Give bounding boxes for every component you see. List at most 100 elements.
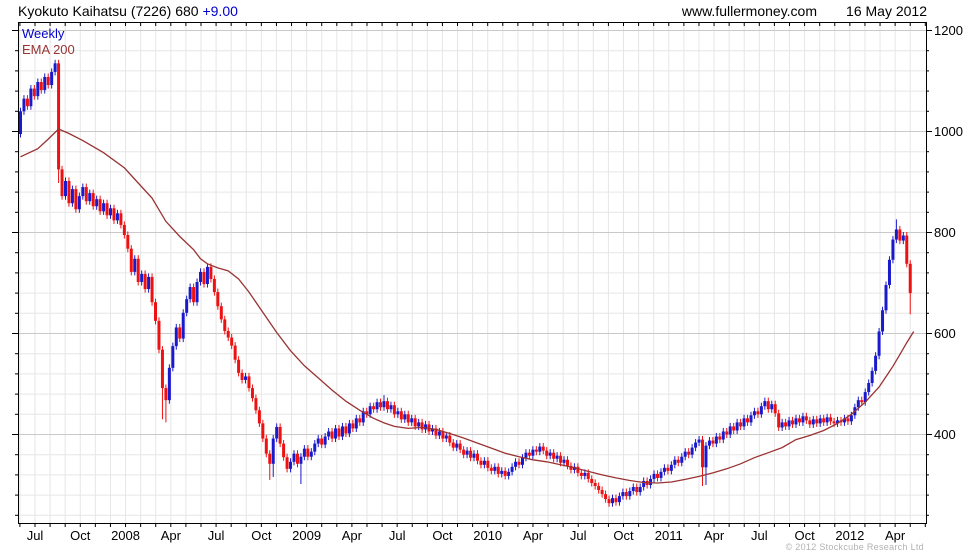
candle bbox=[527, 449, 531, 460]
candle bbox=[565, 456, 569, 470]
candle bbox=[160, 346, 164, 420]
candle bbox=[299, 453, 303, 484]
candle bbox=[29, 85, 33, 110]
candle bbox=[219, 302, 223, 323]
candle bbox=[133, 255, 137, 276]
candle bbox=[19, 107, 22, 138]
candle bbox=[815, 415, 819, 427]
candle bbox=[81, 183, 85, 200]
candle bbox=[375, 398, 379, 413]
candle bbox=[482, 457, 486, 469]
candle bbox=[174, 323, 178, 350]
x-axis-label: Apr bbox=[342, 528, 363, 543]
candle bbox=[887, 256, 891, 289]
x-axis-label: Oct bbox=[613, 528, 634, 543]
candle bbox=[188, 283, 192, 303]
y-axis-label: 600 bbox=[934, 326, 956, 341]
candle bbox=[860, 396, 864, 406]
candle bbox=[649, 475, 653, 489]
candle bbox=[295, 450, 299, 468]
candle bbox=[628, 487, 632, 500]
x-axis-label: Oct bbox=[70, 528, 91, 543]
x-axis-label: Jul bbox=[27, 528, 44, 543]
candle bbox=[680, 453, 684, 467]
candle bbox=[503, 467, 507, 480]
candle bbox=[690, 444, 694, 459]
candle bbox=[181, 309, 185, 343]
candle bbox=[638, 483, 642, 496]
candle bbox=[254, 394, 258, 414]
x-axis-label: Apr bbox=[885, 528, 906, 543]
candle bbox=[337, 424, 341, 441]
y-axis-label: 1200 bbox=[934, 23, 963, 38]
candle bbox=[458, 440, 462, 454]
candle bbox=[898, 225, 902, 245]
candle bbox=[475, 450, 479, 465]
candle bbox=[479, 457, 483, 469]
candle bbox=[662, 464, 666, 476]
candle bbox=[233, 342, 237, 364]
candle bbox=[358, 414, 362, 426]
candle bbox=[797, 414, 801, 426]
candle bbox=[292, 450, 296, 466]
candle bbox=[652, 470, 656, 483]
x-axis-label: Jul bbox=[389, 528, 406, 543]
y-axis-label: 800 bbox=[934, 225, 956, 240]
candle bbox=[434, 424, 438, 440]
candle bbox=[316, 435, 320, 448]
candle bbox=[842, 414, 846, 426]
candle bbox=[510, 463, 514, 476]
candle bbox=[84, 183, 88, 205]
candle bbox=[721, 427, 725, 444]
candle bbox=[621, 488, 625, 500]
candle bbox=[320, 435, 324, 449]
candle bbox=[119, 209, 123, 229]
candle bbox=[347, 419, 351, 438]
candle bbox=[309, 448, 313, 461]
candle bbox=[143, 270, 147, 293]
candle bbox=[818, 414, 822, 427]
candle bbox=[593, 479, 597, 490]
candle bbox=[351, 419, 355, 432]
candle bbox=[147, 273, 151, 293]
candle bbox=[67, 177, 71, 207]
candle bbox=[244, 372, 248, 384]
candle bbox=[486, 457, 490, 472]
candle bbox=[240, 369, 244, 384]
candle bbox=[597, 482, 601, 494]
candle bbox=[171, 342, 175, 372]
candle bbox=[507, 468, 511, 480]
x-axis-label: Jul bbox=[751, 528, 768, 543]
candle bbox=[756, 407, 760, 418]
candle bbox=[531, 446, 535, 460]
candle bbox=[115, 209, 119, 224]
candle bbox=[361, 407, 365, 426]
candle bbox=[122, 221, 126, 239]
x-axis-labels: Jul Oct 2008 Apr Jul Oct 2009 Apr Jul Oct 2010 Apr J… bbox=[27, 528, 906, 543]
candle bbox=[624, 488, 628, 500]
candle bbox=[289, 458, 293, 473]
candle bbox=[538, 443, 542, 456]
candle bbox=[822, 414, 826, 426]
candle bbox=[901, 231, 905, 245]
candle bbox=[430, 424, 434, 436]
candle bbox=[46, 73, 50, 89]
candle bbox=[811, 415, 815, 428]
candle bbox=[867, 379, 871, 396]
timeframe-label: Weekly bbox=[22, 26, 65, 41]
x-axis-label: Oct bbox=[432, 528, 453, 543]
candle bbox=[330, 427, 334, 443]
candle bbox=[763, 397, 767, 410]
candle bbox=[801, 412, 805, 426]
candle bbox=[444, 431, 448, 443]
candle bbox=[268, 450, 272, 480]
candle bbox=[780, 418, 784, 431]
x-axis-label: Oct bbox=[251, 528, 272, 543]
candle bbox=[261, 419, 265, 443]
candle bbox=[739, 418, 743, 430]
candle bbox=[746, 414, 750, 426]
candle bbox=[88, 189, 92, 205]
candle bbox=[306, 445, 310, 461]
candles bbox=[19, 59, 912, 507]
candle bbox=[195, 278, 199, 306]
